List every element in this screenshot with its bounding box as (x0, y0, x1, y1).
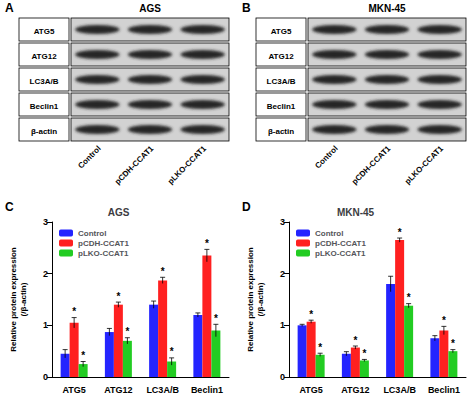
svg-text:pLKO-CCAT1: pLKO-CCAT1 (166, 144, 208, 186)
svg-text:1: 1 (43, 320, 48, 330)
svg-text:*: * (161, 266, 165, 277)
svg-text:*: * (318, 342, 322, 353)
svg-text:pLKO-CCAT1: pLKO-CCAT1 (315, 249, 366, 258)
svg-text:*: * (170, 346, 174, 357)
svg-text:A: A (5, 1, 14, 15)
svg-text:ATG12: ATG12 (104, 385, 132, 395)
svg-text:*: * (362, 348, 366, 359)
svg-text:3: 3 (280, 217, 285, 227)
svg-text:Control: Control (313, 144, 339, 170)
svg-text:pCDH-CCAT1: pCDH-CCAT1 (350, 144, 393, 187)
svg-text:ATG12: ATG12 (268, 52, 294, 61)
svg-text:Relative protein expression: Relative protein expression (9, 247, 18, 352)
svg-text:*: * (125, 326, 129, 337)
svg-text:B: B (242, 1, 251, 15)
svg-text:ATG12: ATG12 (31, 52, 57, 61)
svg-text:*: * (442, 315, 446, 326)
svg-text:Beclin1: Beclin1 (428, 385, 460, 395)
svg-text:AGS: AGS (139, 3, 161, 14)
svg-text:*: * (81, 350, 85, 361)
svg-text:Beclin1: Beclin1 (267, 102, 296, 111)
svg-text:LC3A/B: LC3A/B (146, 385, 179, 395)
svg-text:(/β-actin): (/β-actin) (256, 282, 265, 316)
svg-text:*: * (214, 313, 218, 324)
svg-text:ATG5: ATG5 (34, 27, 55, 36)
svg-text:C: C (5, 200, 14, 214)
svg-text:MKN-45: MKN-45 (368, 3, 406, 14)
svg-text:LC3A/B: LC3A/B (30, 77, 59, 86)
svg-text:*: * (309, 309, 313, 320)
svg-text:Control: Control (76, 144, 102, 170)
svg-text:Beclin1: Beclin1 (191, 385, 223, 395)
svg-text:*: * (205, 238, 209, 249)
svg-text:MKN-45: MKN-45 (337, 207, 375, 218)
svg-text:pCDH-CCAT1: pCDH-CCAT1 (315, 239, 367, 248)
svg-text:*: * (353, 335, 357, 346)
svg-text:(/β-actin): (/β-actin) (19, 282, 28, 316)
svg-text:pCDH-CCAT1: pCDH-CCAT1 (113, 144, 156, 187)
svg-text:2: 2 (280, 269, 285, 279)
svg-text:ATG5: ATG5 (299, 385, 322, 395)
svg-text:D: D (242, 200, 251, 214)
svg-text:2: 2 (43, 269, 48, 279)
svg-text:β-actin: β-actin (31, 127, 57, 136)
svg-text:pCDH-CCAT1: pCDH-CCAT1 (78, 239, 130, 248)
svg-text:0: 0 (280, 372, 285, 382)
svg-text:*: * (407, 292, 411, 303)
svg-text:LC3A/B: LC3A/B (267, 77, 296, 86)
svg-text:3: 3 (43, 217, 48, 227)
svg-text:β-actin: β-actin (268, 127, 294, 136)
svg-text:*: * (398, 227, 402, 238)
svg-text:0: 0 (43, 372, 48, 382)
svg-text:ATG5: ATG5 (62, 385, 85, 395)
svg-text:AGS: AGS (108, 207, 130, 218)
svg-text:*: * (451, 338, 455, 349)
svg-text:LC3A/B: LC3A/B (383, 385, 416, 395)
svg-text:*: * (72, 306, 76, 317)
svg-text:ATG5: ATG5 (271, 27, 292, 36)
svg-text:Control: Control (315, 229, 343, 238)
svg-text:Control: Control (78, 229, 106, 238)
svg-text:Beclin1: Beclin1 (30, 102, 59, 111)
svg-text:1: 1 (280, 320, 285, 330)
svg-text:ATG12: ATG12 (341, 385, 369, 395)
svg-text:Relative protein expression: Relative protein expression (246, 247, 255, 352)
svg-text:*: * (116, 291, 120, 302)
svg-text:pLKO-CCAT1: pLKO-CCAT1 (403, 144, 445, 186)
svg-text:pLKO-CCAT1: pLKO-CCAT1 (78, 249, 129, 258)
